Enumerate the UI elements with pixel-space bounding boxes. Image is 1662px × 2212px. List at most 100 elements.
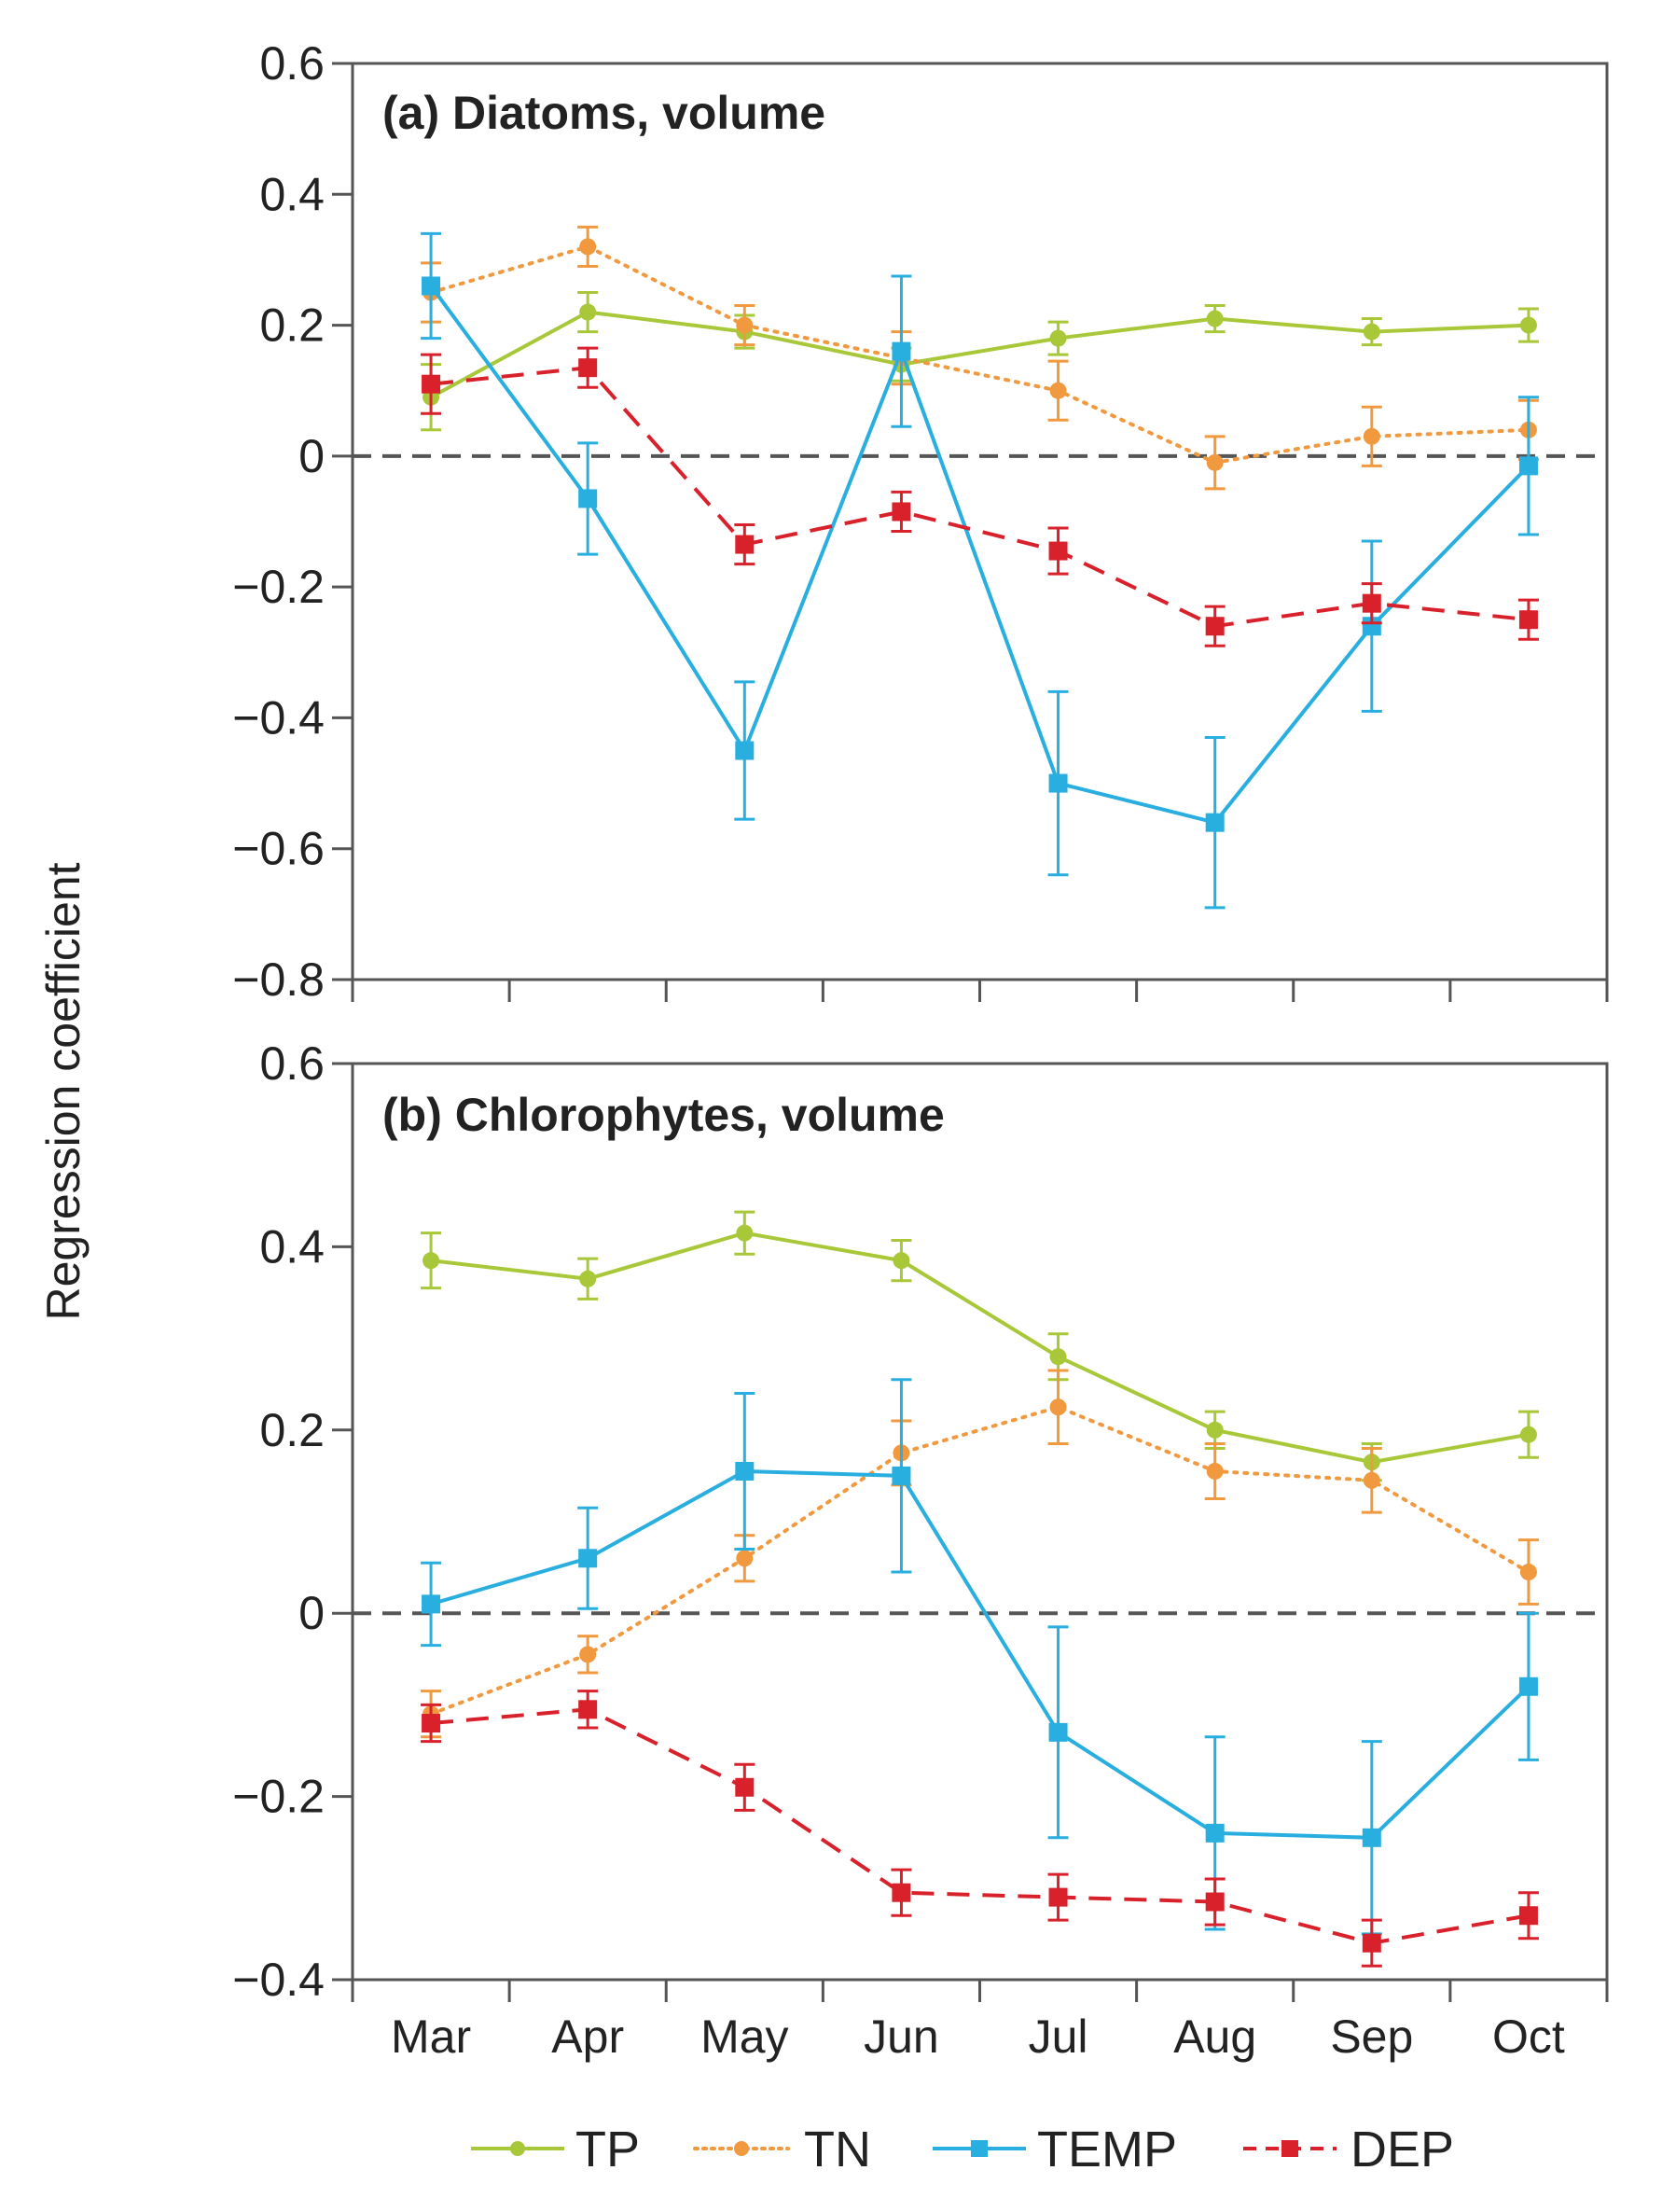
series-line	[430, 366, 1530, 629]
data-point	[1363, 427, 1380, 445]
data-point	[1518, 610, 1538, 630]
legend-marker-temp	[971, 2140, 988, 2157]
data-point	[736, 1224, 754, 1242]
data-point	[1049, 1348, 1067, 1366]
data-point	[1362, 593, 1381, 613]
legend-marker-tn	[734, 2141, 749, 2156]
data-point	[735, 1777, 755, 1797]
data-point	[1048, 541, 1068, 561]
y-tick-label: 0.2	[259, 299, 325, 352]
x-tick-label: Mar	[391, 2010, 471, 2063]
data-point	[1206, 453, 1224, 471]
series-line	[429, 244, 1530, 465]
x-tick-label: May	[700, 2010, 788, 2063]
y-tick-label: −0.8	[232, 953, 325, 1006]
y-tick-label: −0.6	[232, 823, 325, 875]
data-point	[1049, 329, 1067, 347]
legend-label-temp: TEMP	[1037, 2122, 1177, 2177]
series-line	[429, 285, 1530, 825]
legend-marker-tp	[510, 2141, 525, 2156]
data-point	[1518, 456, 1538, 476]
legend: TP TN TEMP DEP	[471, 2122, 1454, 2177]
data-point	[422, 276, 441, 296]
y-tick-label: −0.4	[232, 691, 325, 744]
data-point	[1518, 1676, 1538, 1696]
data-point	[422, 374, 441, 394]
legend-item-tn: TN	[693, 2122, 871, 2177]
data-point	[1206, 1421, 1224, 1439]
series-tp	[421, 1210, 1539, 1482]
y-tick-label: −0.2	[232, 1771, 325, 1823]
series-temp	[421, 231, 1539, 910]
y-tick-label: 0	[298, 430, 325, 482]
panel-b-title: (b) Chlorophytes, volume	[382, 1089, 945, 1141]
series-line	[430, 1468, 1530, 1840]
data-point	[1206, 310, 1224, 327]
panel-diatoms: (a) Diatoms, volume 0.6 0.4 0.2 0 −0.2 −0.4 −0…	[232, 37, 1609, 1006]
legend-item-dep: DEP	[1243, 2122, 1454, 2177]
data-point	[579, 1270, 597, 1287]
y-tick-label: 0.4	[259, 168, 325, 220]
x-axis-tick-labels: Mar Apr May Jun Jul Aug Sep Oct	[391, 2010, 1565, 2063]
data-point	[1363, 1471, 1380, 1489]
data-point	[1048, 1887, 1068, 1907]
data-point	[735, 1461, 755, 1481]
y-tick-label: −0.2	[232, 561, 325, 613]
data-point	[578, 1700, 598, 1719]
series-line	[429, 1405, 1530, 1717]
data-point	[736, 316, 754, 334]
x-tick-label: Sep	[1330, 2010, 1413, 2063]
data-point	[1518, 1906, 1538, 1926]
data-point	[578, 489, 598, 508]
series-line	[430, 310, 1530, 399]
series-line	[430, 1231, 1530, 1465]
panel-a-title: (a) Diatoms, volume	[382, 87, 825, 139]
data-point	[892, 502, 911, 522]
data-point	[579, 303, 597, 321]
x-tick-label: Jun	[864, 2010, 939, 2063]
data-point	[1049, 382, 1067, 399]
x-tick-label: Apr	[551, 2010, 624, 2063]
data-point	[1048, 1722, 1068, 1742]
y-tick-label: 0.6	[259, 37, 325, 90]
data-point	[1205, 617, 1225, 636]
y-tick-label: −0.4	[232, 1954, 325, 2006]
data-point	[892, 1466, 911, 1485]
panel-a-frame	[351, 62, 1609, 981]
series-tn	[421, 1369, 1539, 1739]
legend-item-tp: TP	[471, 2122, 640, 2177]
x-tick-label: Aug	[1173, 2010, 1256, 2063]
data-point	[1519, 1426, 1537, 1443]
panel-b-frame	[351, 1062, 1609, 1982]
data-point	[1205, 813, 1225, 832]
y-tick-label: 0	[298, 1587, 325, 1639]
series-temp	[421, 1378, 1539, 1936]
data-point	[1048, 773, 1068, 793]
data-point	[422, 1714, 441, 1733]
legend-label-tp: TP	[575, 2122, 640, 2177]
data-point	[892, 1883, 911, 1902]
legend-marker-dep	[1281, 2140, 1298, 2157]
data-point	[893, 1252, 910, 1270]
series-dep	[421, 1690, 1539, 1968]
data-point	[1363, 323, 1380, 341]
legend-item-temp: TEMP	[933, 2122, 1177, 2177]
data-point	[736, 1550, 754, 1567]
series-dep	[421, 346, 1539, 647]
data-point	[1362, 1828, 1381, 1847]
data-point	[1205, 1823, 1225, 1843]
data-point	[1519, 316, 1537, 334]
x-tick-label: Jul	[1029, 2010, 1088, 2063]
data-point	[579, 238, 597, 256]
data-point	[422, 1252, 440, 1270]
data-point	[735, 535, 755, 554]
data-point	[892, 341, 911, 361]
data-point	[1205, 1892, 1225, 1912]
y-tick-label: 0.4	[259, 1220, 325, 1273]
panel-chlorophytes: (b) Chlorophytes, volume 0.6 0.4 0.2 0 −0.2 −…	[232, 1037, 1609, 2006]
data-point	[578, 1549, 598, 1568]
y-tick-label: 0.2	[259, 1404, 325, 1456]
data-point	[1206, 1462, 1224, 1480]
legend-label-dep: DEP	[1350, 2122, 1454, 2177]
